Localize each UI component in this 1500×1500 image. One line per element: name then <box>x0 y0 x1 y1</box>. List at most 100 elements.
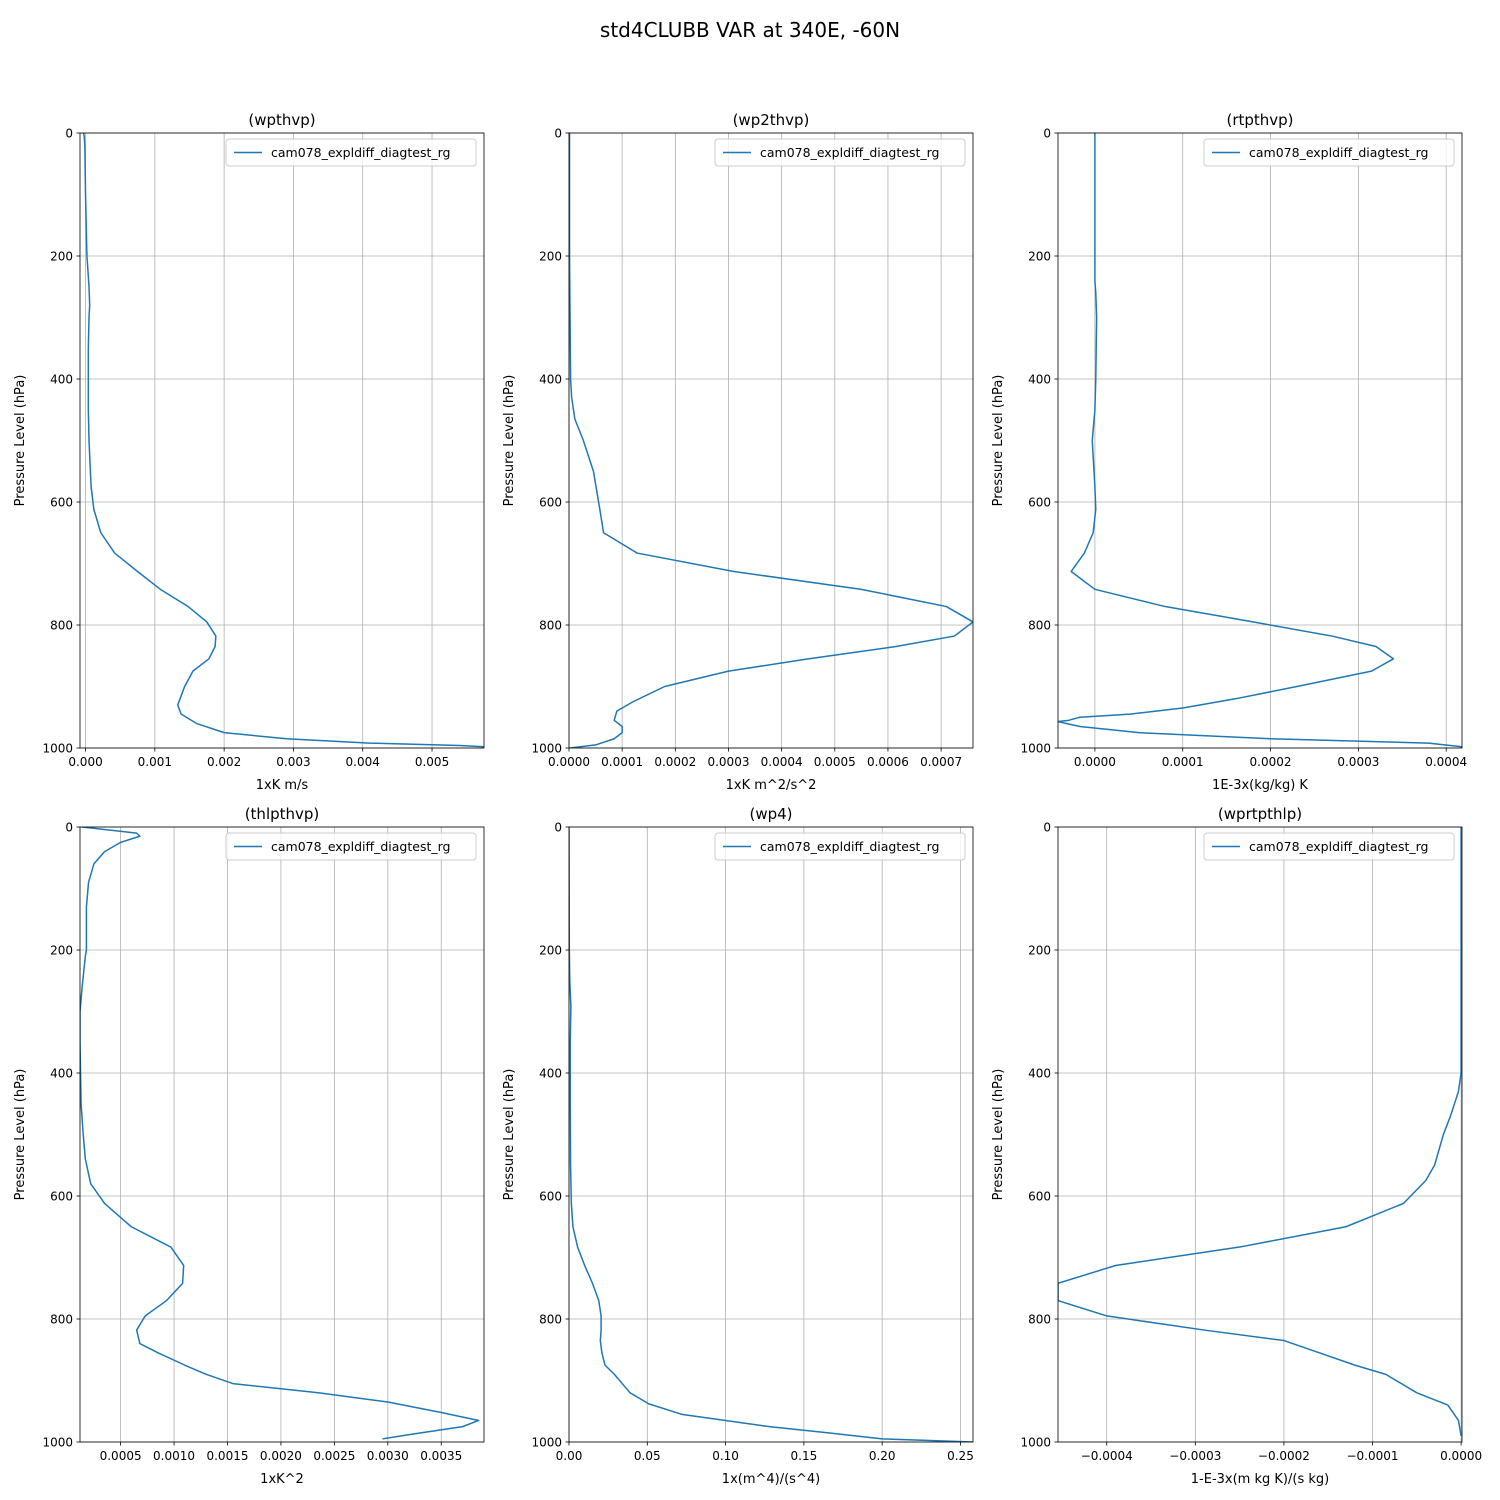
legend-box <box>1203 138 1455 167</box>
y-tick-label: 800 <box>539 619 562 633</box>
y-tick-label: 0 <box>554 127 562 141</box>
x-tick-label: −0.0001 <box>1346 1449 1398 1463</box>
axes-frame <box>568 826 974 1443</box>
series-line <box>569 133 973 748</box>
subplot-title: (wp4) <box>749 805 792 823</box>
y-tick-label: 400 <box>50 1067 73 1081</box>
subplot-4: 0.0005 0.0010 0.0015 0.0020 0.0025 0.0030 0.00… <box>13 805 485 1487</box>
subplot-5: 0.00 0.05 0.10 0.15 0.20 0.25 0 200 400 600 800 100… <box>502 805 974 1487</box>
y-tick-label: 200 <box>1028 250 1051 264</box>
x-tick-label: −0.0002 <box>1258 1449 1310 1463</box>
legend-box <box>714 832 966 861</box>
x-tick-label: 0.15 <box>791 1449 818 1463</box>
y-axis-label: Pressure Level (hPa) <box>991 375 1006 507</box>
x-tick-label: 0.0015 <box>206 1449 248 1463</box>
x-tick-label: 0.0010 <box>153 1449 195 1463</box>
x-tick-label: 0.000 <box>68 755 102 769</box>
legend-box <box>225 138 477 167</box>
y-tick-label: 400 <box>1028 1067 1051 1081</box>
legend-label: cam078_expldiff_diagtest_rg <box>1249 839 1428 854</box>
x-tick-label: −0.0004 <box>1081 1449 1133 1463</box>
x-tick-label: 0.10 <box>712 1449 739 1463</box>
y-tick-label: 600 <box>539 496 562 510</box>
series-line <box>80 827 480 1440</box>
series-line <box>569 827 973 1442</box>
y-axis-label: Pressure Level (hPa) <box>13 1069 28 1201</box>
subplot-1: 0.000 0.001 0.002 0.003 0.004 0.005 0 200 400 600… <box>13 111 485 793</box>
subplot-title: (wprtpthlp) <box>1218 805 1302 823</box>
y-tick-label: 400 <box>539 1067 562 1081</box>
series-line <box>1058 827 1462 1436</box>
y-tick-label: 800 <box>1028 619 1051 633</box>
y-tick-label: 1000 <box>42 1436 73 1450</box>
y-tick-label: 0 <box>1043 821 1051 835</box>
y-tick-label: 1000 <box>1020 1436 1051 1450</box>
x-tick-label: 0.0035 <box>420 1449 462 1463</box>
subplot-2: 0.0000 0.0001 0.0002 0.0003 0.0004 0.0005 0.00… <box>502 111 974 793</box>
subplot-6: −0.0004 −0.0003 −0.0002 −0.0001 0.0000 0 200 40… <box>991 805 1482 1487</box>
y-tick-label: 400 <box>50 373 73 387</box>
y-tick-label: 200 <box>1028 944 1051 958</box>
x-tick-label: 0.0004 <box>1425 755 1467 769</box>
subplot-title: (thlpthvp) <box>245 805 320 823</box>
y-axis-label: Pressure Level (hPa) <box>13 375 28 507</box>
legend-label: cam078_expldiff_diagtest_rg <box>271 145 450 160</box>
legend: cam078_expldiff_diagtest_rg <box>225 138 477 167</box>
x-axis-label: 1-E-3x(m kg K)/(s kg) <box>1191 1472 1329 1487</box>
subplot-title: (rtpthvp) <box>1226 111 1293 129</box>
x-axis-label: 1xK m/s <box>256 778 309 793</box>
x-tick-label: 0.0006 <box>867 755 909 769</box>
y-tick-label: 400 <box>539 373 562 387</box>
y-axis-label: Pressure Level (hPa) <box>502 375 517 507</box>
x-tick-label: 0.0004 <box>761 755 803 769</box>
y-tick-label: 0 <box>554 821 562 835</box>
y-tick-label: 0 <box>1043 127 1051 141</box>
y-axis-label: Pressure Level (hPa) <box>502 1069 517 1201</box>
y-tick-label: 1000 <box>531 742 562 756</box>
y-tick-label: 0 <box>65 821 73 835</box>
y-tick-label: 200 <box>50 250 73 264</box>
legend: cam078_expldiff_diagtest_rg <box>714 138 966 167</box>
subplot-title: (wp2thvp) <box>733 111 810 129</box>
y-tick-label: 400 <box>1028 373 1051 387</box>
x-axis-label: 1xK^2 <box>260 1472 304 1487</box>
legend-label: cam078_expldiff_diagtest_rg <box>1249 145 1428 160</box>
figure-title: std4CLUBB VAR at 340E, -60N <box>600 18 900 42</box>
x-tick-label: 0.005 <box>415 755 449 769</box>
y-tick-label: 600 <box>50 1190 73 1204</box>
axes-frame <box>1057 132 1463 749</box>
x-tick-label: 0.0003 <box>707 755 749 769</box>
legend-box <box>225 832 477 861</box>
x-tick-label: 0.0025 <box>313 1449 355 1463</box>
x-axis-label: 1x(m^4)/(s^4) <box>722 1472 820 1487</box>
y-tick-label: 200 <box>539 250 562 264</box>
x-tick-label: 0.0005 <box>100 1449 142 1463</box>
x-tick-label: 0.0003 <box>1337 755 1379 769</box>
axes-frame <box>568 132 974 749</box>
x-tick-label: 0.0001 <box>1162 755 1204 769</box>
series-line <box>82 133 484 748</box>
x-tick-label: 0.0001 <box>601 755 643 769</box>
x-tick-label: 0.00 <box>556 1449 583 1463</box>
y-tick-label: 1000 <box>42 742 73 756</box>
x-tick-label: 0.0000 <box>548 755 590 769</box>
legend: cam078_expldiff_diagtest_rg <box>714 832 966 861</box>
series-line <box>1058 133 1462 748</box>
x-tick-label: 0.002 <box>207 755 241 769</box>
legend-box <box>714 138 966 167</box>
x-tick-label: 0.001 <box>138 755 172 769</box>
x-tick-label: 0.0005 <box>814 755 856 769</box>
legend-box <box>1203 832 1455 861</box>
y-tick-label: 800 <box>539 1313 562 1327</box>
x-tick-label: 0.0030 <box>367 1449 409 1463</box>
x-tick-label: 0.004 <box>346 755 380 769</box>
x-tick-label: 0.003 <box>276 755 310 769</box>
x-tick-label: 0.25 <box>947 1449 974 1463</box>
subplot-3: 0.0000 0.0001 0.0002 0.0003 0.0004 0 200 400 600… <box>991 111 1467 793</box>
x-tick-label: 0.0000 <box>1074 755 1116 769</box>
y-tick-label: 800 <box>50 619 73 633</box>
x-tick-label: 0.0000 <box>1440 1449 1482 1463</box>
x-axis-label: 1E-3x(kg/kg) K <box>1212 778 1308 793</box>
y-tick-label: 600 <box>1028 496 1051 510</box>
